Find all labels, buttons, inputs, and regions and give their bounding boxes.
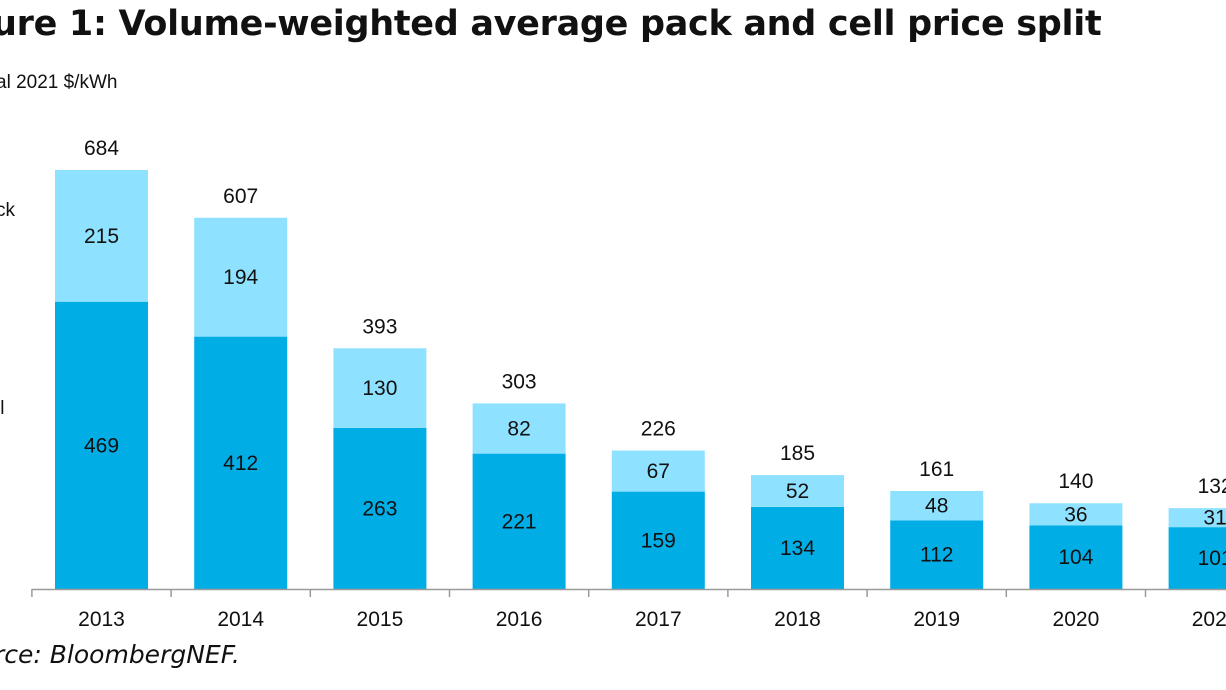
bar-cell-2015 (333, 427, 427, 589)
x-tick-label-2019: 2019 (913, 608, 960, 631)
label-cell-2019: 112 (920, 544, 953, 567)
legend-cell-label: ll (0, 398, 5, 419)
label-pack-2013: 215 (84, 225, 119, 248)
bar-pack-2013 (55, 170, 148, 302)
bar-cell-2014 (194, 336, 288, 589)
x-tick-label-2020: 2020 (1053, 608, 1100, 631)
label-total-2017: 226 (641, 418, 676, 441)
bar-pack-2014 (194, 217, 288, 337)
label-cell-2021: 101 (1198, 547, 1226, 570)
bar-cell-2021 (1168, 527, 1226, 589)
x-tick-label-2015: 2015 (357, 608, 404, 631)
label-total-2018: 185 (780, 442, 815, 465)
label-pack-2015: 130 (362, 377, 397, 400)
label-cell-2014: 412 (223, 452, 258, 475)
label-pack-2018: 52 (786, 480, 809, 503)
x-tick-label-2013: 2013 (78, 608, 125, 631)
label-cell-2020: 104 (1058, 546, 1093, 569)
bar-pack-2017 (611, 450, 705, 492)
bar-cell-2017 (611, 491, 705, 589)
bar-cell-2019 (890, 520, 984, 589)
x-tick-label-2014: 2014 (217, 608, 264, 631)
bar-pack-2019 (890, 490, 984, 521)
x-tick-label-2021: 2021 (1192, 608, 1226, 631)
label-pack-2019: 48 (925, 495, 948, 518)
legend-pack-label: ck (0, 200, 15, 221)
bar-cell-2018 (751, 506, 844, 589)
chart-subtitle: al 2021 $/kWh (0, 72, 118, 93)
bar-pack-2015 (333, 348, 427, 428)
label-total-2015: 393 (362, 315, 397, 338)
label-pack-2017: 67 (647, 460, 670, 483)
label-cell-2018: 134 (780, 537, 815, 560)
bar-pack-2018 (751, 475, 844, 507)
bar-cell-2016 (472, 453, 566, 589)
label-total-2016: 303 (502, 370, 537, 393)
label-pack-2020: 36 (1064, 503, 1087, 526)
bar-cell-2013 (55, 301, 148, 589)
label-pack-2016: 82 (507, 418, 530, 441)
x-tick-label-2018: 2018 (774, 608, 821, 631)
label-cell-2016: 221 (502, 510, 537, 533)
x-tick-label-2017: 2017 (635, 608, 682, 631)
bar-cell-2020 (1029, 525, 1123, 589)
label-total-2021: 132 (1198, 475, 1226, 498)
label-total-2014: 607 (223, 185, 258, 208)
label-cell-2013: 469 (84, 434, 119, 457)
chart-title: ure 1: Volume-weighted average pack and … (0, 4, 1102, 44)
label-pack-2014: 194 (223, 266, 258, 289)
label-total-2020: 140 (1058, 470, 1093, 493)
bar-pack-2020 (1029, 503, 1123, 526)
x-tick-label-2016: 2016 (496, 608, 543, 631)
bar-pack-2016 (472, 403, 566, 454)
label-cell-2017: 159 (641, 529, 676, 552)
label-total-2019: 161 (919, 458, 954, 481)
bar-pack-2021 (1168, 508, 1226, 528)
label-cell-2015: 263 (362, 497, 397, 520)
label-pack-2021: 31 (1203, 507, 1226, 530)
label-total-2013: 684 (84, 137, 119, 160)
source-note: rce: BloombergNEF. (0, 640, 240, 669)
